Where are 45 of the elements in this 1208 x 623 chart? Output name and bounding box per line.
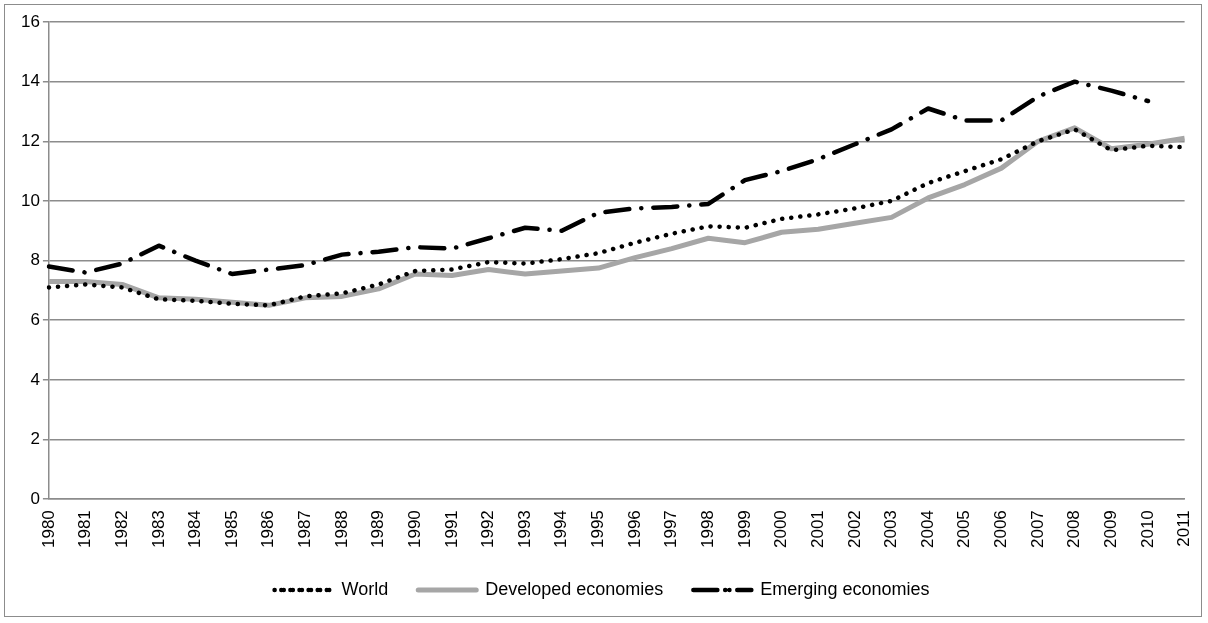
y-tick-label: 10 <box>20 190 40 210</box>
x-tick-label: 2000 <box>771 510 791 549</box>
x-tick-label: 1995 <box>588 510 608 549</box>
x-tick-label: 2001 <box>807 510 827 549</box>
x-tick-label: 1989 <box>368 510 388 549</box>
x-tick-label: 1990 <box>404 510 424 549</box>
x-tick-label: 1982 <box>111 510 131 549</box>
x-tick-label: 2009 <box>1101 510 1121 549</box>
y-tick-label: 2 <box>30 429 40 449</box>
x-tick-label: 2004 <box>917 510 937 549</box>
legend-label: Developed economies <box>485 578 664 599</box>
x-tick-label: 1994 <box>551 510 571 549</box>
y-tick-label: 14 <box>20 71 40 91</box>
line-series <box>46 79 1151 277</box>
y-tick-label: 6 <box>30 309 40 329</box>
x-tick-label: 1984 <box>185 510 205 549</box>
x-tick-label: 1980 <box>38 510 58 549</box>
x-tick-label: 1998 <box>698 510 718 549</box>
x-tick-label: 2010 <box>1137 510 1157 549</box>
legend-label: Emerging economies <box>760 578 930 599</box>
legend-label: World <box>341 578 389 599</box>
x-tick-label: 2006 <box>991 510 1011 549</box>
x-tick-label: 1981 <box>75 510 95 549</box>
y-tick-label: 8 <box>30 250 40 270</box>
x-tick-label: 1999 <box>734 510 754 549</box>
x-tick-label: 2002 <box>844 510 864 549</box>
x-tick-label: 2005 <box>954 510 974 549</box>
x-tick-label: 2008 <box>1064 510 1084 549</box>
x-tick-label: 2003 <box>881 510 901 549</box>
x-tick-label: 2007 <box>1027 510 1047 549</box>
x-tick-label: 1991 <box>441 510 461 549</box>
y-tick-label: 12 <box>20 130 40 150</box>
x-tick-label: 1988 <box>331 510 351 549</box>
y-tick-label: 4 <box>30 369 40 389</box>
x-tick-label: 1993 <box>514 510 534 549</box>
x-tick-label: 1985 <box>221 510 241 549</box>
x-tick-label: 1992 <box>478 510 498 549</box>
x-tick-label: 1996 <box>624 510 644 549</box>
x-tick-label: 1983 <box>148 510 168 549</box>
x-tick-label: 1987 <box>295 510 315 549</box>
y-tick-label: 0 <box>30 488 40 508</box>
x-tick-label: 1997 <box>661 510 681 549</box>
x-tick-label: 1986 <box>258 510 278 549</box>
x-tick-label: 2011 <box>1174 510 1194 547</box>
y-tick-label: 16 <box>20 11 40 31</box>
